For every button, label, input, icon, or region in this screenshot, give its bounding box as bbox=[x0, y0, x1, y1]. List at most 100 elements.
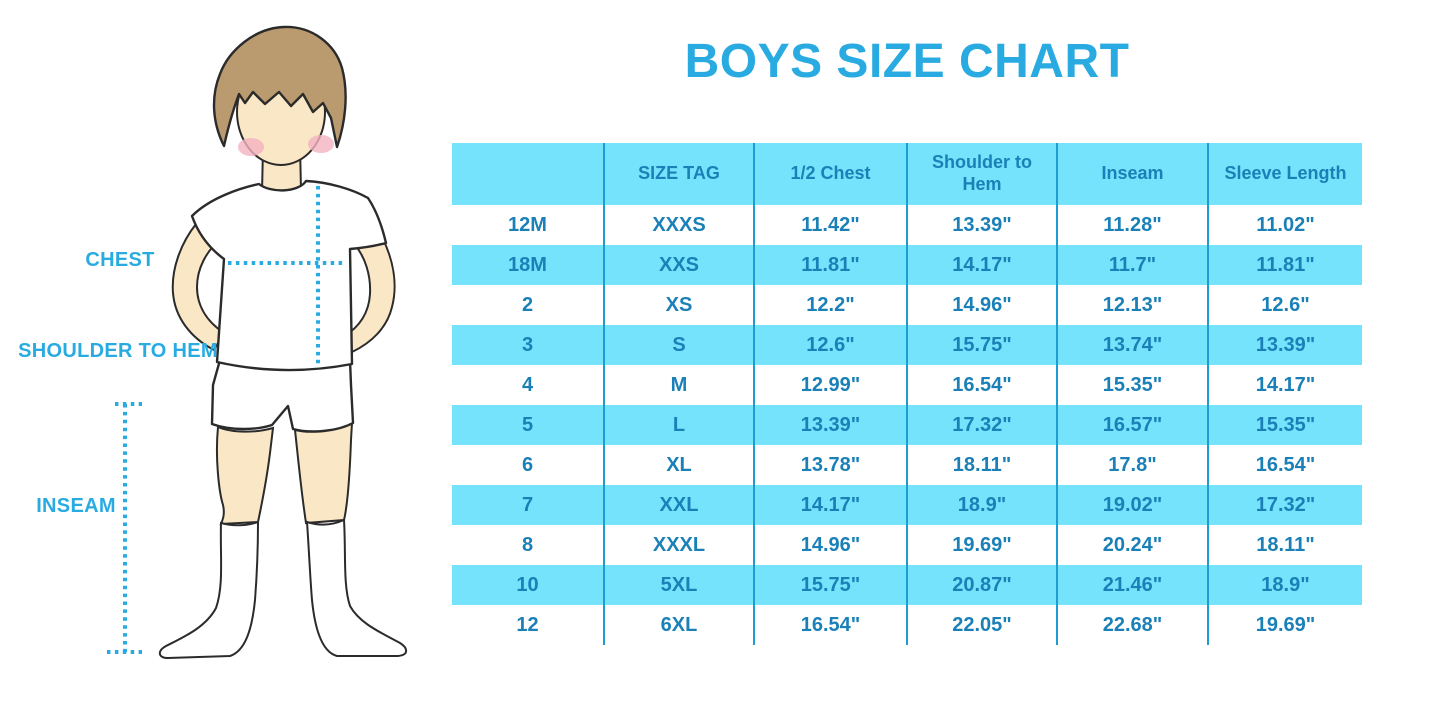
sleeve-length-cell: 15.35" bbox=[1207, 405, 1362, 445]
right-sock bbox=[305, 518, 408, 657]
cheek-right bbox=[308, 135, 334, 153]
header-half-chest: 1/2 Chest bbox=[753, 143, 907, 205]
shoulder-to-hem-cell: 22.05" bbox=[906, 605, 1057, 645]
half-chest-cell: 16.54" bbox=[753, 605, 907, 645]
size-cell: 5 bbox=[452, 405, 604, 445]
inseam-cell: 20.24" bbox=[1056, 525, 1208, 565]
shoulder-to-hem-cell: 18.9" bbox=[906, 485, 1057, 525]
size-tag-cell: XXL bbox=[603, 485, 754, 525]
size-tag-cell: XXS bbox=[603, 245, 754, 285]
header-sleeve-length: Sleeve Length bbox=[1207, 143, 1362, 205]
inseam-cell: 13.74" bbox=[1056, 325, 1208, 365]
inseam-cell: 11.28" bbox=[1056, 205, 1208, 245]
half-chest-cell: 12.2" bbox=[753, 285, 907, 325]
half-chest-cell: 12.6" bbox=[753, 325, 907, 365]
inseam-cell: 11.7" bbox=[1056, 245, 1208, 285]
shoulder-to-hem-cell: 15.75" bbox=[906, 325, 1057, 365]
size-cell: 3 bbox=[452, 325, 604, 365]
sleeve-length-cell: 13.39" bbox=[1207, 325, 1362, 365]
sleeve-length-cell: 17.32" bbox=[1207, 485, 1362, 525]
size-tag-cell: XXXS bbox=[603, 205, 754, 245]
sleeve-length-cell: 16.54" bbox=[1207, 445, 1362, 485]
size-tag-cell: XS bbox=[603, 285, 754, 325]
header-inseam: Inseam bbox=[1056, 143, 1208, 205]
shoulder-to-hem-label: SHOULDER TO HEM bbox=[18, 340, 218, 362]
size-tag-cell: M bbox=[603, 365, 754, 405]
half-chest-cell: 14.17" bbox=[753, 485, 907, 525]
sleeve-length-cell: 19.69" bbox=[1207, 605, 1362, 645]
chest-label: CHEST bbox=[85, 249, 155, 271]
half-chest-cell: 15.75" bbox=[753, 565, 907, 605]
inseam-cell: 19.02" bbox=[1056, 485, 1208, 525]
shoulder-to-hem-cell: 14.96" bbox=[906, 285, 1057, 325]
size-tag-cell: 5XL bbox=[603, 565, 754, 605]
shoulder-to-hem-cell: 14.17" bbox=[906, 245, 1057, 285]
tshirt bbox=[190, 179, 388, 372]
sleeve-length-cell: 18.11" bbox=[1207, 525, 1362, 565]
page-title: BOYS SIZE CHART bbox=[684, 35, 1130, 88]
shoulder-to-hem-cell: 20.87" bbox=[906, 565, 1057, 605]
size-cell: 12 bbox=[516, 613, 539, 636]
table-row: 12M XXXS 11.42" 13.39" 11.28" 11.02" bbox=[452, 205, 1362, 245]
half-chest-cell: 13.39" bbox=[753, 405, 907, 445]
half-chest-cell: 14.96" bbox=[753, 525, 907, 565]
inseam-cell: 22.68" bbox=[1056, 605, 1208, 645]
inseam-cell: 12.13" bbox=[1056, 285, 1208, 325]
size-cell: 18M bbox=[452, 245, 604, 285]
half-chest-cell: 12.99" bbox=[753, 365, 907, 405]
shoulder-to-hem-cell: 13.39" bbox=[906, 205, 1057, 245]
left-sock bbox=[158, 520, 260, 660]
size-cell: 2 bbox=[521, 293, 534, 316]
inseam-label: INSEAM bbox=[36, 495, 116, 517]
left-leg bbox=[215, 425, 275, 526]
header-row: SIZE TAG 1/2 Chest Shoulder to Hem Insea… bbox=[452, 143, 1362, 205]
shoulder-to-hem-cell: 17.32" bbox=[906, 405, 1057, 445]
shoulder-to-hem-cell: 16.54" bbox=[906, 365, 1057, 405]
boy-illustration bbox=[107, 25, 408, 660]
cheek-left bbox=[238, 138, 264, 156]
sleeve-length-cell: 11.81" bbox=[1207, 245, 1362, 285]
table-row: 6 XL 13.78" 18.11" 17.8" 16.54" bbox=[452, 445, 1362, 485]
size-tag-cell: L bbox=[603, 405, 754, 445]
sleeve-length-cell: 14.17" bbox=[1207, 365, 1362, 405]
size-cell: 7 bbox=[452, 485, 604, 525]
size-tag-cell: S bbox=[603, 325, 754, 365]
sleeve-length-cell: 12.6" bbox=[1207, 285, 1362, 325]
sleeve-length-cell: 18.9" bbox=[1207, 565, 1362, 605]
inseam-cell: 21.46" bbox=[1056, 565, 1208, 605]
size-tag-cell: 6XL bbox=[603, 605, 754, 645]
table-row: 4 M 12.99" 16.54" 15.35" 14.17" bbox=[452, 365, 1362, 405]
table-row: 8 XXXL 14.96" 19.69" 20.24" 18.11" bbox=[452, 525, 1362, 565]
right-leg bbox=[293, 421, 354, 525]
table-row: 2 XS 12.2" 14.96" 12.13" 12.6" bbox=[452, 285, 1362, 325]
header-shoulder-to-hem: Shoulder to Hem bbox=[906, 143, 1057, 205]
table-row: 18M XXS 11.81" 14.17" 11.7" 11.81" bbox=[452, 245, 1362, 285]
table-row: 5 L 13.39" 17.32" 16.57" 15.35" bbox=[452, 405, 1362, 445]
size-chart-table: SIZE TAG 1/2 Chest Shoulder to Hem Insea… bbox=[452, 143, 1362, 645]
table-row: 7 XXL 14.17" 18.9" 19.02" 17.32" bbox=[452, 485, 1362, 525]
header-size-tag: SIZE TAG bbox=[603, 143, 754, 205]
table-row: 3 S 12.6" 15.75" 13.74" 13.39" bbox=[452, 325, 1362, 365]
table-row: 10 5XL 15.75" 20.87" 21.46" 18.9" bbox=[452, 565, 1362, 605]
size-tag-cell: XL bbox=[603, 445, 754, 485]
inseam-cell: 16.57" bbox=[1056, 405, 1208, 445]
size-cell: 4 bbox=[521, 373, 534, 396]
shoulder-to-hem-cell: 18.11" bbox=[906, 445, 1057, 485]
hair bbox=[212, 25, 347, 149]
half-chest-cell: 13.78" bbox=[753, 445, 907, 485]
size-cell: 10 bbox=[452, 565, 604, 605]
size-cell: 8 bbox=[521, 533, 534, 556]
header-size bbox=[452, 143, 604, 205]
inseam-cell: 15.35" bbox=[1056, 365, 1208, 405]
inseam-cell: 17.8" bbox=[1056, 445, 1208, 485]
size-tag-cell: XXXL bbox=[603, 525, 754, 565]
half-chest-cell: 11.42" bbox=[753, 205, 907, 245]
half-chest-cell: 11.81" bbox=[753, 245, 907, 285]
size-cell: 6 bbox=[521, 453, 534, 476]
table-row: 12 6XL 16.54" 22.05" 22.68" 19.69" bbox=[452, 605, 1362, 645]
shoulder-to-hem-cell: 19.69" bbox=[906, 525, 1057, 565]
size-cell: 12M bbox=[508, 213, 547, 236]
sleeve-length-cell: 11.02" bbox=[1207, 205, 1362, 245]
measurement-figure: CHEST SHOULDER TO HEM INSEAM bbox=[0, 0, 452, 723]
